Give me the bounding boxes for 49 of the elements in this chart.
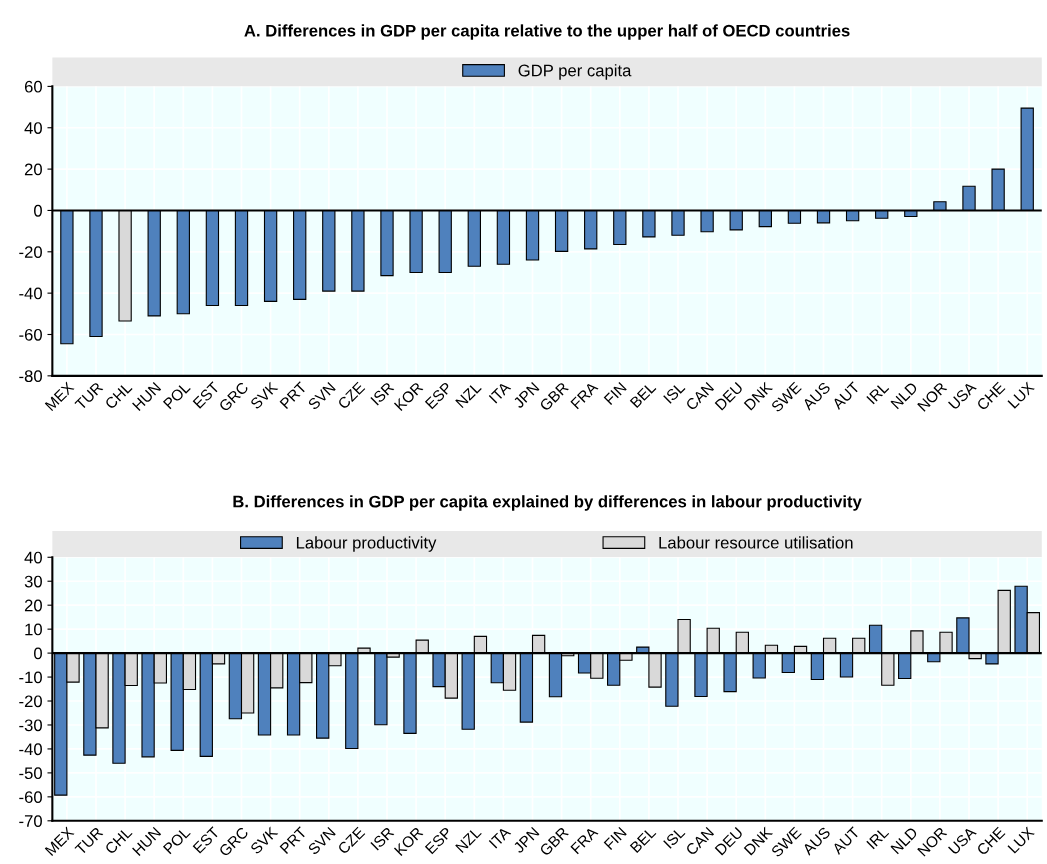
x-tick-label: USA <box>947 381 977 411</box>
y-tick-label: 60 <box>24 80 42 93</box>
x-tick-label: TUR <box>74 826 104 856</box>
y-tick-label: 30 <box>24 575 42 588</box>
y-tick-label: 20 <box>24 599 42 612</box>
y-tick-label: -80 <box>19 370 42 383</box>
x-tick-label: POL <box>162 826 191 855</box>
x-tick-label: ISR <box>370 381 395 406</box>
y-tick-label: -20 <box>19 246 42 258</box>
legend-label: Labour resource utilisation <box>659 536 853 549</box>
x-tick-label: FIN <box>603 826 627 851</box>
x-tick-label: ITA <box>488 826 512 849</box>
y-tick-label: -10 <box>19 671 42 684</box>
x-tick-label: NZL <box>455 826 482 854</box>
x-tick-label: ITA <box>488 381 512 404</box>
x-tick-label: USA <box>947 825 977 855</box>
y-tick-label: -60 <box>19 328 42 341</box>
x-tick-label: FRA <box>570 381 599 410</box>
y-tick-label: 40 <box>24 122 42 134</box>
y-tick-label: 0 <box>34 647 42 660</box>
x-tick-label: POL <box>162 381 191 410</box>
y-tick-label: -40 <box>19 287 42 300</box>
x-tick-label: IRL <box>866 381 890 405</box>
x-tick-label: BEL <box>629 381 657 409</box>
x-tick-label: CHL <box>104 381 133 410</box>
x-tick-label: CHL <box>104 826 133 855</box>
legend-label: GDP per capita <box>518 64 632 80</box>
y-tick-label: -60 <box>19 791 42 804</box>
x-tick-label: TUR <box>74 381 104 411</box>
x-tick-label: IRL <box>866 826 890 850</box>
x-tick-label: FRA <box>570 826 599 855</box>
y-tick-label: 40 <box>24 551 42 564</box>
y-tick-label: -30 <box>19 719 42 732</box>
y-tick-label: -40 <box>19 743 42 756</box>
x-tick-label: ISL <box>663 381 686 404</box>
legend-label: Labour productivity <box>296 536 437 552</box>
x-tick-label: BEL <box>629 826 657 854</box>
x-tick-label: FIN <box>603 381 627 406</box>
y-tick-label: -50 <box>19 767 42 780</box>
chart-title: A. Differences in GDP per capita relative to the upper half of OECD countries <box>244 24 850 40</box>
x-tick-label: ISR <box>370 826 395 851</box>
y-tick-label: -70 <box>19 815 42 827</box>
x-tick-label: ISL <box>663 826 686 849</box>
x-tick-label: NZL <box>455 381 482 409</box>
y-tick-label: -20 <box>19 695 42 708</box>
y-tick-label: 10 <box>25 623 42 636</box>
chart-title: B. Differences in GDP per capita explained by differences in labour productivity <box>233 495 862 511</box>
y-tick-label: 0 <box>34 204 42 217</box>
y-tick-label: 20 <box>24 163 42 176</box>
